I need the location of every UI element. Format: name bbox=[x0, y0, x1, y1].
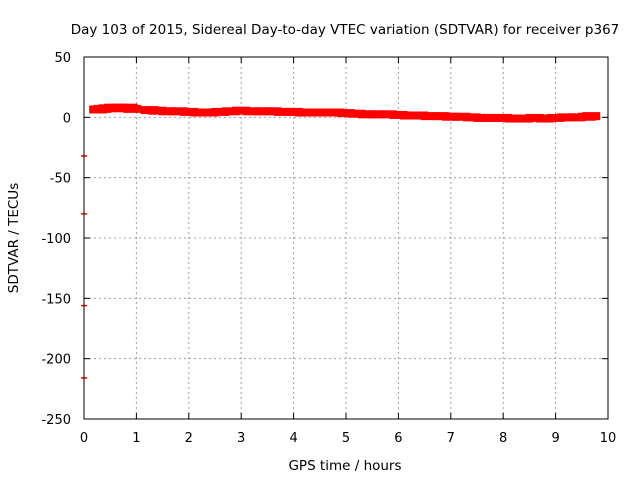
data-point bbox=[284, 107, 303, 116]
data-point bbox=[389, 110, 408, 119]
data-point bbox=[567, 113, 586, 122]
axes: 0 1 2 3 4 5 6 7 8 9 10 50 0 -50 -100 -150 -200 -250 bbox=[41, 51, 616, 446]
x-tick-label: 1 bbox=[132, 431, 140, 446]
x-tick-label: 3 bbox=[237, 431, 245, 446]
y-tick-label: -250 bbox=[41, 413, 71, 428]
data-point bbox=[347, 109, 366, 118]
data-series bbox=[81, 103, 601, 379]
data-point bbox=[525, 113, 544, 122]
data-point bbox=[462, 113, 481, 122]
data-point bbox=[536, 114, 555, 123]
data-point bbox=[452, 112, 471, 121]
data-point bbox=[179, 107, 198, 116]
data-point bbox=[483, 113, 502, 122]
data-point bbox=[368, 110, 387, 119]
data-point bbox=[148, 106, 167, 115]
data-point bbox=[200, 108, 219, 117]
data-point bbox=[357, 110, 376, 119]
data-point bbox=[305, 108, 324, 117]
data-point bbox=[232, 106, 251, 115]
data-point bbox=[337, 109, 355, 118]
data-point bbox=[169, 107, 188, 116]
x-tick-label: 8 bbox=[499, 431, 507, 446]
data-point bbox=[557, 113, 576, 122]
data-point bbox=[158, 107, 177, 116]
data-point bbox=[420, 112, 439, 121]
data-point bbox=[211, 107, 230, 116]
y-tick-label: -100 bbox=[41, 232, 71, 247]
data-point bbox=[441, 112, 460, 121]
data-point bbox=[473, 113, 492, 122]
x-axis-label: GPS time / hours bbox=[288, 458, 401, 474]
data-point bbox=[546, 113, 565, 122]
y-tick-label: 50 bbox=[54, 51, 71, 66]
data-point bbox=[274, 107, 293, 116]
data-point bbox=[326, 108, 345, 117]
data-point bbox=[582, 112, 601, 121]
data-point bbox=[221, 107, 240, 116]
x-tick-label: 7 bbox=[447, 431, 455, 446]
data-point bbox=[410, 111, 429, 120]
data-point bbox=[263, 107, 282, 116]
x-tick-label: 10 bbox=[600, 431, 617, 446]
x-tick-label: 6 bbox=[394, 431, 402, 446]
x-tick-label: 0 bbox=[80, 431, 88, 446]
data-point bbox=[378, 110, 397, 119]
data-point bbox=[253, 107, 272, 116]
y-tick-label: -200 bbox=[41, 353, 71, 368]
data-point bbox=[123, 104, 142, 113]
data-point bbox=[316, 108, 335, 117]
x-tick-label: 5 bbox=[342, 431, 350, 446]
data-point bbox=[295, 108, 314, 117]
data-point bbox=[431, 112, 450, 121]
data-point bbox=[504, 114, 523, 123]
y-tick-label: 0 bbox=[63, 111, 71, 126]
x-tick-label: 2 bbox=[185, 431, 193, 446]
data-point bbox=[494, 113, 513, 122]
data-point bbox=[190, 108, 209, 117]
y-axis-label: SDTVAR / TECUs bbox=[6, 183, 22, 293]
data-point bbox=[242, 107, 261, 116]
chart-title: Day 103 of 2015, Sidereal Day-to-day VTE… bbox=[71, 22, 620, 38]
y-tick-label: -50 bbox=[50, 172, 71, 187]
data-point bbox=[399, 111, 418, 120]
x-tick-label: 4 bbox=[289, 431, 297, 446]
x-tick-label: 9 bbox=[551, 431, 559, 446]
y-tick-label: -150 bbox=[41, 292, 71, 307]
data-point bbox=[515, 114, 534, 123]
